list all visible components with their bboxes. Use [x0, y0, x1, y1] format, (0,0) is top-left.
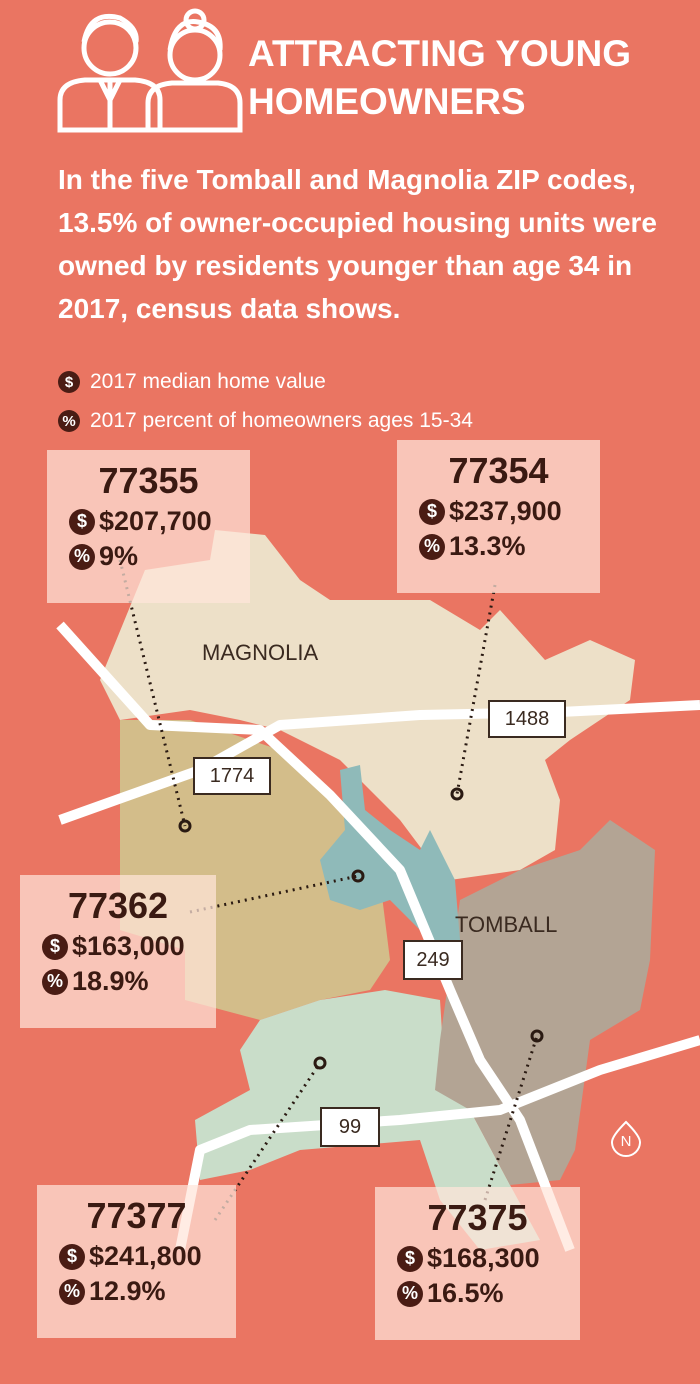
roads [56, 621, 700, 1252]
legend-label: 2017 percent of homeowners ages 15-34 [90, 409, 473, 432]
percent: 16.5% [427, 1278, 504, 1308]
legend-item: $2017 median home value [58, 370, 326, 394]
percent: 12.9% [89, 1276, 166, 1306]
percent-row: % 16.5% [397, 1278, 580, 1309]
symbol-icon: % [397, 1280, 423, 1307]
home-value: $207,700 [99, 506, 212, 536]
compass-label: N [621, 1133, 632, 1150]
home-value-row: $ $168,300 [397, 1243, 580, 1274]
home-value: $241,800 [89, 1241, 202, 1271]
symbol-icon: $ [59, 1243, 85, 1270]
symbol-icon: $ [419, 498, 445, 525]
legend-symbol: % [58, 410, 80, 432]
percent: 9% [99, 541, 139, 571]
zip-box: 77375 $ $168,300% 16.5% [375, 1187, 580, 1340]
home-value-row: $ $163,000 [42, 931, 216, 962]
percent-row: % 12.9% [59, 1276, 236, 1307]
zip-code: 77354 [448, 450, 549, 491]
place-label: TOMBALL [455, 912, 558, 937]
area-77375 [435, 820, 655, 1185]
zip-box: 77362 $ $163,000% 18.9% [20, 875, 216, 1028]
percent: 18.9% [72, 966, 149, 996]
zip-code: 77375 [427, 1197, 528, 1238]
symbol-icon: $ [42, 933, 68, 960]
road-shield: 99 [320, 1107, 380, 1147]
road-shield: 1488 [488, 700, 566, 738]
home-value: $168,300 [427, 1243, 540, 1273]
title: ATTRACTING YOUNG HOMEOWNERS [248, 33, 632, 122]
symbol-icon: $ [397, 1245, 423, 1272]
home-value-row: $ $241,800 [59, 1241, 236, 1272]
zip-code: 77377 [86, 1195, 187, 1236]
percent-row: % 9% [69, 541, 250, 572]
symbol-icon: % [69, 543, 95, 570]
compass-icon [610, 1120, 642, 1157]
home-value: $237,900 [449, 496, 562, 526]
leader-dots [178, 787, 544, 1070]
symbol-icon: % [419, 533, 445, 560]
zip-box: 77355 $ $207,700% 9% [47, 450, 250, 603]
road-shield: 249 [403, 940, 463, 980]
percent-row: % 13.3% [419, 531, 600, 562]
leader-lines [118, 559, 539, 1221]
symbol-icon: % [42, 968, 68, 995]
zip-box: 77354 $ $237,900% 13.3% [397, 440, 600, 593]
legend-symbol: $ [58, 371, 80, 393]
road-shield: 1774 [193, 757, 271, 795]
symbol-icon: $ [69, 508, 95, 535]
people-icon [57, 8, 243, 133]
place-label: MAGNOLIA [202, 640, 319, 665]
zip-code: 77355 [98, 460, 199, 501]
area-77355-77354 [100, 530, 635, 880]
zip-box: 77377 $ $241,800% 12.9% [37, 1185, 236, 1338]
zip-code: 77362 [67, 885, 169, 926]
legend-item: % 2017 percent of homeowners ages 15-34 [58, 409, 473, 433]
home-value-row: $ $207,700 [69, 506, 250, 537]
percent-row: % 18.9% [42, 966, 216, 997]
home-value-row: $ $237,900 [419, 496, 600, 527]
home-value: $163,000 [72, 931, 185, 961]
percent: 13.3% [449, 531, 526, 561]
symbol-icon: % [59, 1278, 85, 1305]
legend-label: 2017 median home value [90, 370, 326, 393]
description: In the five Tomball and Magnolia ZIP cod… [58, 164, 657, 324]
